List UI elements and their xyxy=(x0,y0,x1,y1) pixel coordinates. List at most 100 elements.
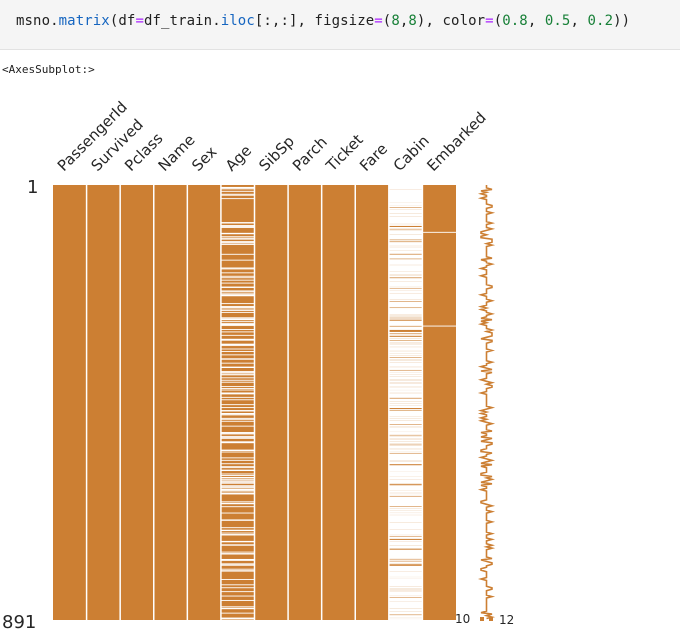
missing-row xyxy=(388,605,423,607)
missing-row xyxy=(388,328,423,330)
missing-row xyxy=(220,432,255,434)
code-token: ( xyxy=(493,13,503,29)
missing-row xyxy=(388,603,423,605)
missing-row xyxy=(388,232,423,234)
missing-row xyxy=(388,288,423,290)
missing-row xyxy=(388,193,423,195)
missing-row xyxy=(388,456,423,458)
missing-row xyxy=(220,486,255,488)
missing-row xyxy=(388,414,423,416)
missing-row xyxy=(388,192,423,194)
missing-row xyxy=(388,272,423,274)
missing-row xyxy=(388,443,423,445)
missing-row xyxy=(220,475,255,476)
missing-row xyxy=(388,288,423,290)
missing-row xyxy=(388,607,423,609)
missing-row xyxy=(220,570,255,572)
missing-row xyxy=(220,441,255,443)
column-label-sibsp: SibSp xyxy=(255,132,298,175)
missing-row xyxy=(220,290,255,292)
missing-row xyxy=(388,190,423,192)
missing-row xyxy=(220,407,255,409)
missing-row xyxy=(388,295,423,297)
missing-row xyxy=(388,481,423,483)
missing-row xyxy=(388,572,423,574)
sparkline-min-label: 10 xyxy=(455,612,470,626)
column-bar xyxy=(86,185,121,620)
missing-row xyxy=(388,588,423,590)
missing-row xyxy=(388,599,423,601)
missing-row xyxy=(388,305,423,306)
missing-row xyxy=(388,294,423,296)
missing-row xyxy=(388,577,423,578)
missing-row xyxy=(388,441,423,443)
missing-row xyxy=(388,446,423,448)
missing-row xyxy=(388,459,423,461)
code-line[interactable]: msno.matrix(df=df_train.iloc[:,:], figsi… xyxy=(16,13,630,29)
missing-row xyxy=(220,279,255,281)
missing-row xyxy=(388,259,423,261)
missing-row xyxy=(388,224,423,226)
missing-row xyxy=(388,289,423,291)
code-cell[interactable]: msno.matrix(df=df_train.iloc[:,:], figsi… xyxy=(0,0,680,50)
missing-row xyxy=(388,611,423,613)
missing-row xyxy=(388,532,423,534)
missing-row xyxy=(388,618,423,619)
missing-row xyxy=(220,358,255,360)
missing-row xyxy=(388,510,423,512)
missing-row xyxy=(388,593,423,595)
missing-row xyxy=(388,185,423,187)
missing-row xyxy=(388,259,423,261)
column-bar xyxy=(254,185,289,620)
missing-row xyxy=(388,338,423,340)
missing-row xyxy=(388,453,423,455)
missing-row xyxy=(388,383,423,385)
missing-row xyxy=(220,306,255,307)
missing-row xyxy=(388,570,423,572)
missing-row xyxy=(388,308,423,310)
missing-row xyxy=(388,334,423,336)
missing-row xyxy=(388,612,423,614)
missing-row xyxy=(388,411,423,412)
missing-row xyxy=(388,400,423,402)
missing-row xyxy=(388,572,423,574)
missing-row xyxy=(388,559,423,561)
missing-row xyxy=(388,516,423,518)
missing-row xyxy=(388,603,423,605)
missing-row xyxy=(220,485,255,487)
missing-row xyxy=(388,194,423,196)
missing-row xyxy=(388,261,423,263)
missing-row xyxy=(388,547,423,549)
missing-row xyxy=(220,553,255,555)
missing-row xyxy=(220,530,255,532)
missing-row xyxy=(220,241,255,243)
missing-row xyxy=(388,253,423,255)
missing-row xyxy=(388,208,423,210)
missing-row xyxy=(220,225,255,226)
missing-row xyxy=(388,248,423,250)
missing-row xyxy=(388,235,423,237)
missing-row xyxy=(388,530,423,532)
missing-row xyxy=(388,245,423,247)
missing-row xyxy=(388,578,423,580)
missing-row xyxy=(220,306,255,308)
missing-row xyxy=(388,619,423,620)
missing-row xyxy=(220,544,255,546)
missing-row xyxy=(388,354,423,356)
missing-row xyxy=(388,544,423,546)
missing-row xyxy=(388,529,423,531)
missing-row xyxy=(388,446,423,448)
missing-row xyxy=(388,357,423,359)
missing-row xyxy=(220,487,255,489)
missing-row xyxy=(388,188,423,190)
missing-row xyxy=(388,266,423,267)
missing-row xyxy=(388,269,423,271)
missing-row xyxy=(388,221,423,223)
missing-row xyxy=(388,300,423,302)
missing-row xyxy=(388,528,423,530)
missing-row xyxy=(220,366,255,368)
missing-row xyxy=(388,294,423,296)
missing-row xyxy=(388,271,423,273)
column-label-embarked: Embarked xyxy=(423,108,489,174)
missing-row xyxy=(388,390,423,392)
